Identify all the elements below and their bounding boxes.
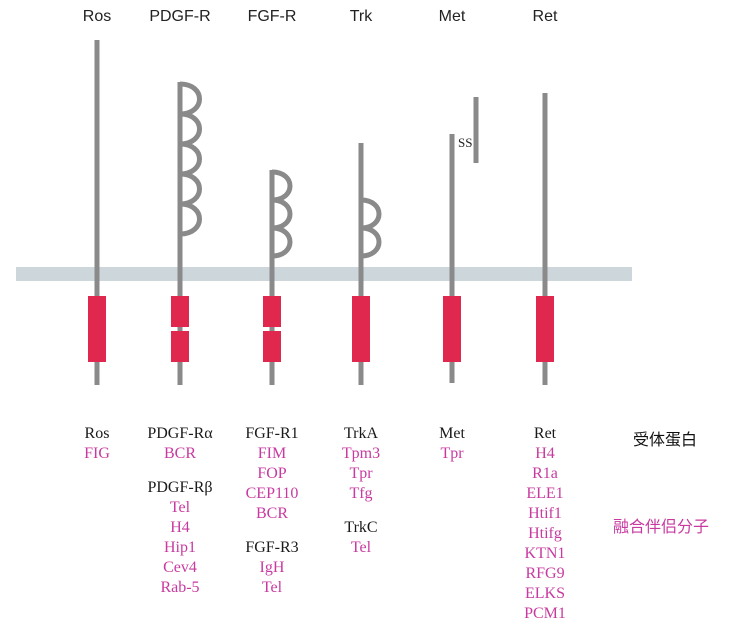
header-ret: Ret	[532, 8, 558, 25]
column-pdgfr: PDGF-Rα BCR PDGF-Rβ Tel H4 Hip1 Cev4 Rab…	[125, 424, 235, 598]
header-ros: Ros	[82, 8, 112, 25]
fusion-partner: Tel	[261, 579, 283, 596]
fusion-partner: Htifg	[528, 525, 562, 542]
receptor-name: Ros	[84, 425, 110, 442]
fusion-partner: Tpr	[349, 465, 373, 482]
fusion-partner: Tel	[350, 539, 372, 556]
fgfr-ig-loops	[271, 169, 293, 259]
header-pdgfr: PDGF-R	[149, 8, 211, 25]
receptor-name: PDGF-Rα	[147, 425, 213, 442]
fusion-partner: Tpr	[440, 445, 464, 462]
pdgfr-kinase-domain-1	[171, 296, 189, 327]
trk-ig-loops	[360, 197, 382, 259]
fusion-partner: FOP	[257, 465, 287, 482]
legend-fusion-partner: 融合伴侣分子	[613, 517, 710, 536]
fusion-partner: Rab-5	[160, 579, 200, 596]
fusion-partner: PCM1	[524, 605, 566, 622]
header-fgfr: FGF-R	[247, 8, 297, 25]
fusion-partner: FIG	[84, 445, 110, 462]
column-ros: Ros FIG	[42, 424, 152, 464]
receptor-name: PDGF-Rβ	[147, 479, 213, 496]
fusion-partner: Hip1	[164, 539, 196, 556]
column-ret: Ret H4 R1a ELE1 Htif1 Htifg KTN1 RFG9 EL…	[490, 424, 600, 624]
fusion-partner: H4	[170, 519, 190, 536]
receptor-name: TrkC	[344, 519, 378, 536]
fusion-partner: ELKS	[525, 585, 565, 602]
header-trk: Trk	[349, 8, 373, 25]
legend-receptor-protein: 受体蛋白	[633, 430, 698, 449]
ret-kinase-domain	[536, 296, 554, 362]
receptor-name: FGF-R1	[245, 425, 299, 442]
pdgfr-kinase-domain-2	[171, 331, 189, 362]
cell-membrane	[16, 267, 632, 281]
column-trk: TrkA Tpm3 Tpr Tfg TrkC Tel	[306, 424, 416, 558]
disulfide-bond-label: SS	[458, 135, 473, 150]
fusion-partner: FIM	[257, 445, 287, 462]
pdgfr-ig-loops	[179, 81, 202, 237]
column-met: Met Tpr	[397, 424, 507, 464]
ros-kinase-domain	[88, 296, 106, 362]
fusion-partner: BCR	[163, 445, 196, 462]
receptor-name: FGF-R3	[245, 539, 299, 556]
fusion-partner: Tel	[169, 499, 191, 516]
receptor-name: Met	[439, 425, 465, 442]
fusion-partner: Tfg	[349, 485, 373, 502]
fusion-partner: KTN1	[524, 545, 566, 562]
trk-kinase-domain	[352, 296, 370, 362]
met-kinase-domain	[443, 296, 461, 362]
column-fgfr: FGF-R1 FIM FOP CEP110 BCR FGF-R3 IgH Tel	[217, 424, 327, 598]
fgfr-kinase-domain-1	[263, 296, 281, 327]
receptor-name: Ret	[533, 425, 557, 442]
fusion-partner: H4	[535, 445, 555, 462]
fusion-partner: CEP110	[245, 485, 299, 502]
fusion-partner: BCR	[255, 505, 288, 522]
header-met: Met	[438, 8, 466, 25]
receptor-name: TrkA	[343, 425, 379, 442]
fusion-partner: ELE1	[526, 485, 564, 502]
fgfr-kinase-domain-2	[263, 331, 281, 362]
fusion-partner: Tpm3	[341, 445, 381, 462]
fusion-partner: R1a	[532, 465, 558, 482]
fusion-partner: RFG9	[525, 565, 565, 582]
fusion-partner: Cev4	[163, 559, 197, 576]
fusion-partner: IgH	[259, 559, 285, 576]
fusion-partner: Htif1	[528, 505, 562, 522]
